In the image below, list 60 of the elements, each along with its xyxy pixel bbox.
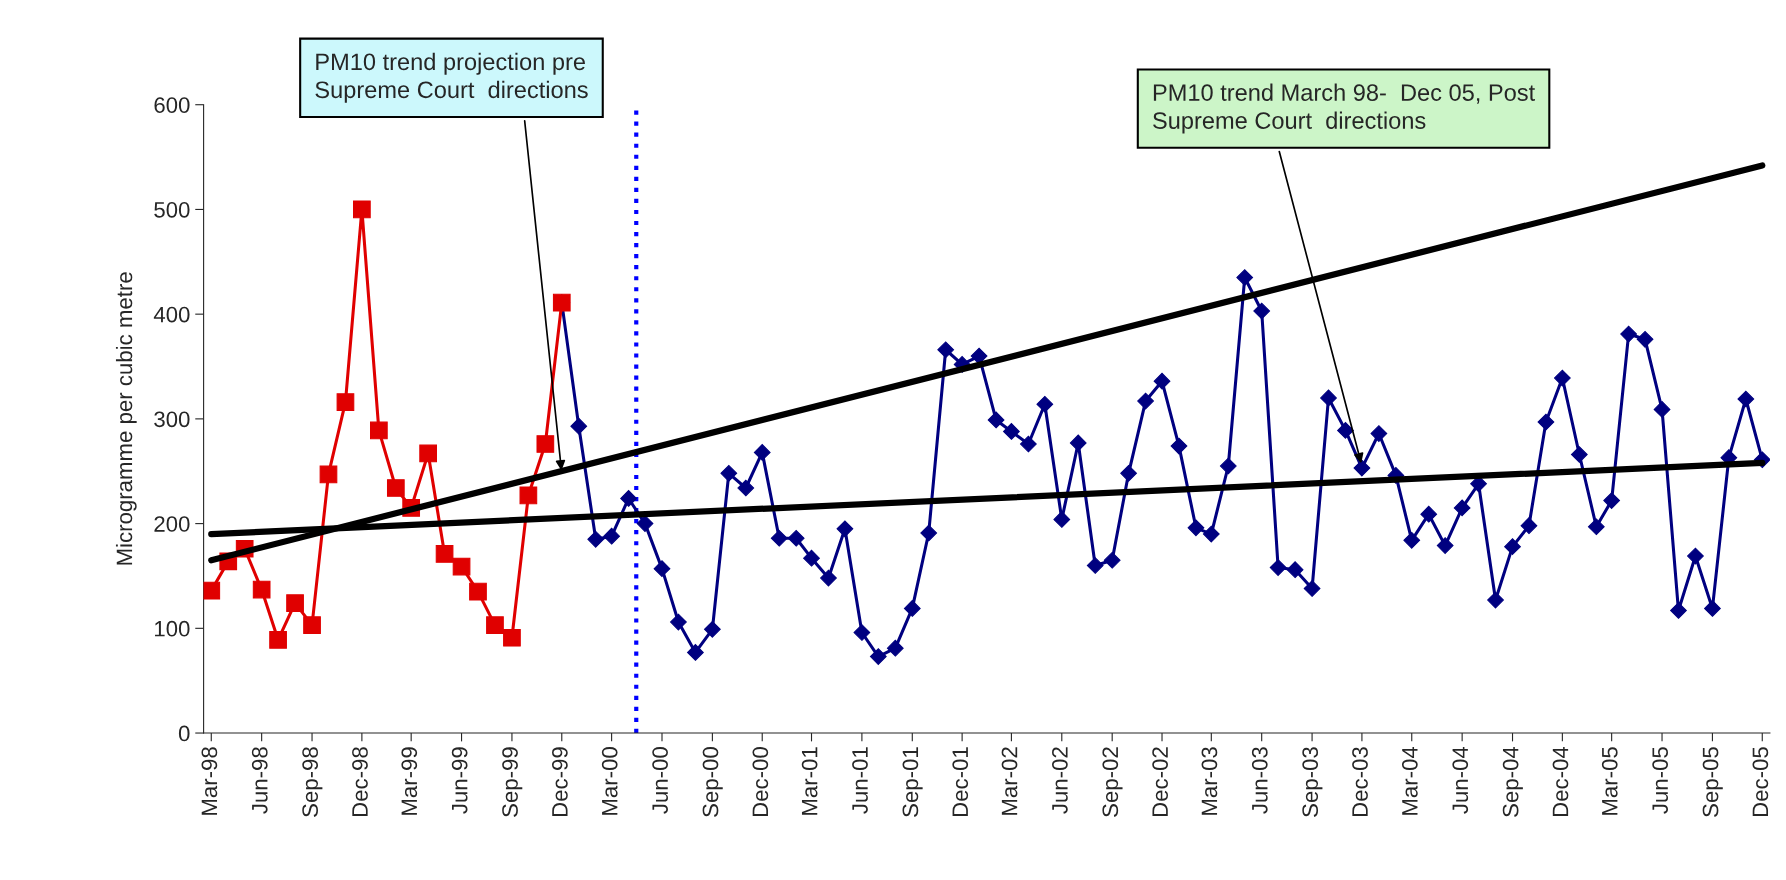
x-tick-label: Dec-03 xyxy=(1352,747,1368,817)
x-tick-label: Sep-02 xyxy=(1102,747,1123,817)
x-tick-label: Sep-98 xyxy=(302,747,323,817)
x-tick-label: Dec-99 xyxy=(552,747,568,817)
x-tick-label: Mar-00 xyxy=(601,747,618,815)
point xyxy=(252,580,271,599)
x-tick-label: Jun-00 xyxy=(652,747,668,814)
x-tick-label: Jun-99 xyxy=(451,747,468,814)
x-tick-label: Sep-00 xyxy=(702,747,723,817)
x-tick-label: Dec-00 xyxy=(752,747,769,817)
point xyxy=(286,594,304,613)
point xyxy=(435,545,454,563)
x-tick-label: Dec-01 xyxy=(952,747,969,817)
y-tick-label: 600 xyxy=(154,97,190,113)
y-tick-label: 300 xyxy=(154,411,190,428)
x-tick-label: Sep-03 xyxy=(1302,747,1323,817)
point xyxy=(336,393,355,411)
point xyxy=(303,616,321,635)
x-tick-label: Dec-04 xyxy=(1552,746,1569,817)
annotation: PM10 trend March 98- Dec 05, Post Supreme Court directions xyxy=(1153,83,1535,134)
point xyxy=(452,557,471,576)
point xyxy=(519,486,538,505)
point xyxy=(486,616,504,635)
x-tick-label: Mar-98 xyxy=(201,747,218,815)
x-tick-label: Dec-05 xyxy=(1752,747,1769,817)
point xyxy=(386,479,405,497)
y-tick-label: 500 xyxy=(154,201,190,218)
y-axis-title: Microgramme per cubic metre xyxy=(115,272,137,565)
annotation: PM10 trend projection pre Supreme Court directions xyxy=(315,52,588,103)
point xyxy=(503,628,521,647)
point xyxy=(469,582,487,601)
y-tick-label: 400 xyxy=(153,306,190,323)
x-tick-label: Jun-03 xyxy=(1251,747,1268,814)
x-tick-label: Dec-02 xyxy=(1152,747,1168,817)
x-tick-label: Mar-04 xyxy=(1401,746,1418,815)
x-tick-label: Jun-98 xyxy=(251,747,268,814)
point xyxy=(536,435,555,453)
y-tick-label: 0 xyxy=(178,725,190,742)
point xyxy=(370,421,388,440)
x-tick-label: Sep-99 xyxy=(502,747,523,817)
point xyxy=(203,581,221,600)
point xyxy=(319,465,338,484)
point xyxy=(419,444,437,463)
x-tick-label: Jun-02 xyxy=(1052,747,1068,814)
x-tick-label: Dec-98 xyxy=(352,747,368,817)
x-tick-label: Mar-01 xyxy=(801,747,818,815)
x-tick-label: Sep-01 xyxy=(902,747,923,817)
x-tick-label: Jun-01 xyxy=(852,747,868,814)
x-tick-label: Mar-02 xyxy=(1001,747,1018,815)
x-tick-label: Mar-03 xyxy=(1201,747,1218,815)
x-tick-label: Jun-04 xyxy=(1452,746,1469,814)
x-tick-label: Sep-05 xyxy=(1702,747,1723,817)
x-tick-label: Jun-05 xyxy=(1652,747,1668,814)
x-tick-label: Sep-04 xyxy=(1502,746,1523,817)
point xyxy=(353,200,371,219)
y-tick-label: 100 xyxy=(155,620,190,637)
x-tick-label: Mar-05 xyxy=(1601,747,1618,815)
y-tick-label: 200 xyxy=(154,516,190,532)
x-tick-label: Mar-99 xyxy=(401,747,418,815)
point xyxy=(269,630,287,649)
